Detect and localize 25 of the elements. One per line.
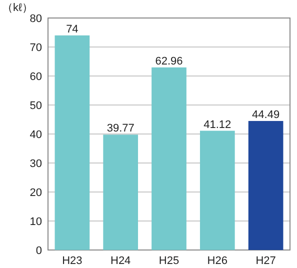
data-label: 44.49	[252, 108, 280, 121]
y-tick-label: 60	[30, 71, 42, 83]
y-tick-label: 80	[30, 13, 42, 25]
data-label: 41.12	[204, 118, 232, 131]
bar	[248, 120, 284, 250]
data-label: 74	[66, 23, 78, 36]
y-tick-label: 10	[30, 216, 42, 228]
y-tick-label: 40	[30, 129, 42, 141]
y-tick-label: 70	[30, 42, 42, 54]
x-tick-label: H27	[256, 255, 276, 267]
bar	[200, 130, 235, 250]
y-tick-label: 20	[30, 187, 42, 199]
x-tick-label: H23	[62, 255, 82, 267]
data-label: 62.96	[155, 55, 183, 68]
bar	[152, 67, 186, 250]
data-label: 39.77	[106, 122, 134, 135]
y-axis-title: （kℓ）	[2, 2, 34, 14]
x-tick-label: H25	[158, 255, 180, 267]
x-tick-label: H26	[207, 255, 228, 267]
bar	[103, 134, 138, 250]
bar	[54, 35, 90, 250]
x-tick-label: H24	[110, 255, 131, 267]
y-tick-label: 0	[36, 245, 42, 257]
y-tick-label: 30	[30, 158, 42, 170]
y-tick-label: 50	[30, 100, 42, 112]
